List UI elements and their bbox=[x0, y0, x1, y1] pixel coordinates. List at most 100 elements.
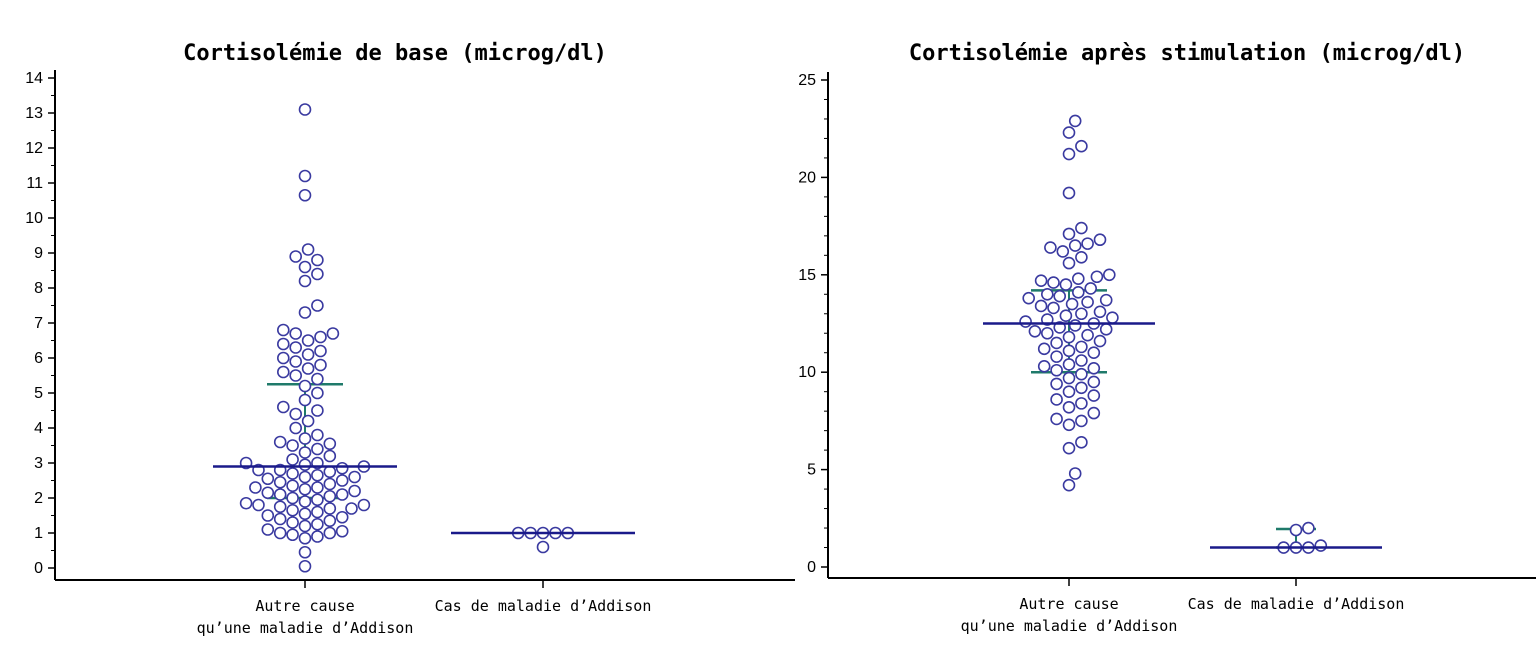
y-tick-label: 10 bbox=[798, 364, 816, 381]
data-point bbox=[289, 355, 303, 368]
data-point bbox=[1087, 389, 1101, 402]
data-point bbox=[298, 169, 312, 183]
data-point bbox=[1062, 400, 1076, 414]
data-point bbox=[298, 470, 312, 484]
data-point bbox=[1062, 126, 1076, 139]
x-category-label: Cas de maladie d’Addison bbox=[435, 597, 652, 615]
data-point bbox=[1050, 363, 1063, 377]
y-tick-label: 25 bbox=[798, 72, 816, 89]
data-point bbox=[1075, 250, 1088, 264]
data-point bbox=[286, 528, 299, 542]
data-point bbox=[273, 488, 287, 501]
data-point bbox=[1106, 311, 1119, 324]
data-point bbox=[323, 437, 337, 451]
chart-title: Cortisolémie après stimulation (microg/d… bbox=[909, 41, 1465, 66]
x-category-label: Autre cause bbox=[1019, 595, 1118, 613]
data-point bbox=[1075, 139, 1088, 153]
data-point bbox=[286, 479, 299, 493]
data-point bbox=[1037, 342, 1051, 356]
data-point bbox=[289, 407, 303, 421]
chart-title: Cortisolémie de base (microg/dl) bbox=[183, 41, 607, 66]
data-point bbox=[314, 358, 327, 372]
data-point bbox=[1053, 289, 1066, 303]
x-category-label: qu’une maladie d’Addison bbox=[961, 617, 1178, 635]
data-point bbox=[276, 365, 290, 379]
data-point bbox=[1041, 326, 1054, 340]
y-tick-label: 8 bbox=[34, 280, 43, 297]
data-point bbox=[335, 524, 349, 538]
y-tick-label: 13 bbox=[25, 105, 43, 122]
data-point bbox=[311, 505, 324, 519]
data-point bbox=[276, 400, 290, 414]
data-point bbox=[276, 323, 290, 337]
data-point bbox=[298, 274, 312, 288]
data-point bbox=[298, 507, 312, 521]
data-point bbox=[1044, 241, 1057, 254]
y-tick-label: 10 bbox=[25, 210, 43, 227]
data-point bbox=[311, 267, 324, 281]
data-point bbox=[323, 514, 337, 528]
x-category-label: Autre cause bbox=[255, 597, 354, 615]
data-point bbox=[1028, 324, 1042, 338]
data-point bbox=[298, 458, 312, 472]
data-point bbox=[1068, 319, 1082, 332]
data-point bbox=[298, 559, 312, 573]
y-tick-label: 20 bbox=[798, 169, 816, 186]
data-point bbox=[298, 103, 312, 116]
data-point bbox=[345, 502, 358, 515]
data-point bbox=[1062, 371, 1076, 385]
data-point bbox=[298, 393, 312, 407]
data-point bbox=[536, 540, 550, 554]
data-point bbox=[1075, 397, 1088, 410]
data-point bbox=[357, 498, 371, 512]
y-tick-label: 0 bbox=[807, 559, 816, 576]
data-point bbox=[314, 344, 327, 358]
data-point bbox=[311, 468, 324, 482]
data-point bbox=[298, 432, 312, 445]
data-point bbox=[1062, 418, 1076, 432]
data-point bbox=[273, 435, 287, 449]
y-tick-label: 15 bbox=[798, 267, 816, 284]
data-point bbox=[1289, 523, 1303, 537]
data-point bbox=[1047, 276, 1060, 289]
data-point bbox=[323, 449, 337, 463]
y-tick-label: 9 bbox=[34, 245, 43, 262]
data-point bbox=[261, 523, 275, 536]
data-point bbox=[1093, 334, 1107, 348]
data-point bbox=[298, 545, 312, 559]
data-point bbox=[1075, 367, 1088, 381]
data-point bbox=[335, 488, 349, 501]
data-point bbox=[252, 498, 265, 512]
data-point bbox=[1037, 360, 1051, 373]
data-point bbox=[335, 474, 349, 487]
data-point bbox=[311, 517, 324, 531]
x-category-label: qu’une maladie d’Addison bbox=[197, 619, 414, 637]
data-point bbox=[1084, 282, 1097, 295]
data-point bbox=[301, 414, 315, 428]
data-point bbox=[298, 495, 312, 508]
data-point bbox=[1072, 286, 1085, 299]
data-point bbox=[239, 496, 253, 510]
y-tick-label: 1 bbox=[34, 525, 43, 542]
data-point bbox=[298, 531, 312, 545]
data-point bbox=[311, 428, 324, 442]
y-tick-label: 14 bbox=[25, 70, 43, 87]
data-point bbox=[1087, 346, 1101, 360]
data-point bbox=[1075, 340, 1088, 354]
data-point bbox=[1062, 385, 1076, 398]
data-point bbox=[1081, 328, 1094, 342]
data-point bbox=[1050, 393, 1063, 406]
data-point bbox=[1075, 414, 1088, 428]
y-tick-label: 4 bbox=[34, 420, 43, 437]
data-point bbox=[323, 489, 337, 503]
data-point bbox=[1075, 221, 1088, 235]
data-point bbox=[323, 465, 337, 479]
data-point bbox=[286, 453, 299, 466]
data-point bbox=[311, 386, 324, 400]
data-point bbox=[1075, 381, 1088, 395]
y-tick-label: 7 bbox=[34, 315, 43, 332]
data-point bbox=[1050, 350, 1063, 363]
data-point bbox=[298, 519, 312, 533]
data-point bbox=[1093, 233, 1107, 247]
